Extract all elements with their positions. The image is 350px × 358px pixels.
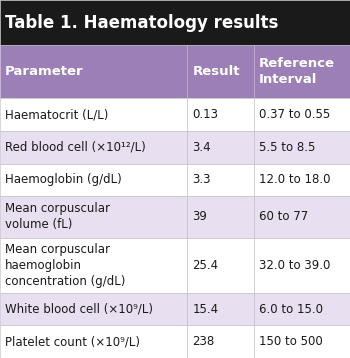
Text: 60 to 77: 60 to 77 (259, 211, 308, 223)
Text: Red blood cell (×10¹²/L): Red blood cell (×10¹²/L) (5, 141, 146, 154)
Text: Reference
Interval: Reference Interval (259, 57, 335, 86)
Bar (187, 164, 254, 196)
Bar (254, 293, 350, 325)
Bar (254, 238, 350, 293)
Text: White blood cell (×10⁹/L): White blood cell (×10⁹/L) (5, 303, 153, 315)
Bar (0, 196, 187, 238)
Text: 0.37 to 0.55: 0.37 to 0.55 (259, 108, 330, 121)
Text: 150 to 500: 150 to 500 (259, 335, 323, 348)
Text: 32.0 to 39.0: 32.0 to 39.0 (259, 259, 330, 272)
Text: Table 1. Haematology results: Table 1. Haematology results (5, 14, 279, 32)
Bar (0, 325, 187, 358)
Bar (254, 98, 350, 131)
Bar (187, 293, 254, 325)
Text: Parameter: Parameter (5, 65, 84, 78)
Text: Result: Result (193, 65, 240, 78)
Bar (187, 238, 254, 293)
Bar (187, 45, 254, 98)
Text: 3.4: 3.4 (193, 141, 211, 154)
Bar (0, 293, 187, 325)
Text: 15.4: 15.4 (193, 303, 219, 315)
Bar (254, 45, 350, 98)
Text: 3.3: 3.3 (193, 174, 211, 187)
Bar (0, 131, 187, 164)
Text: 0.13: 0.13 (193, 108, 218, 121)
Text: 25.4: 25.4 (193, 259, 219, 272)
Bar (0, 0, 350, 45)
Text: Haemoglobin (g/dL): Haemoglobin (g/dL) (5, 174, 122, 187)
Bar (254, 325, 350, 358)
Text: Platelet count (×10⁹/L): Platelet count (×10⁹/L) (5, 335, 140, 348)
Text: Mean corpuscular
volume (fL): Mean corpuscular volume (fL) (5, 203, 110, 232)
Bar (254, 131, 350, 164)
Bar (0, 45, 187, 98)
Bar (187, 325, 254, 358)
Text: Haematocrit (L/L): Haematocrit (L/L) (5, 108, 108, 121)
Bar (0, 238, 187, 293)
Bar (0, 98, 187, 131)
Text: 6.0 to 15.0: 6.0 to 15.0 (259, 303, 323, 315)
Text: 5.5 to 8.5: 5.5 to 8.5 (259, 141, 315, 154)
Bar (187, 98, 254, 131)
Text: 238: 238 (193, 335, 215, 348)
Text: 39: 39 (193, 211, 207, 223)
Bar (0, 164, 187, 196)
Bar (254, 196, 350, 238)
Text: 12.0 to 18.0: 12.0 to 18.0 (259, 174, 330, 187)
Text: Mean corpuscular
haemoglobin
concentration (g/dL): Mean corpuscular haemoglobin concentrati… (5, 243, 126, 288)
Bar (187, 196, 254, 238)
Bar (187, 131, 254, 164)
Bar (254, 164, 350, 196)
